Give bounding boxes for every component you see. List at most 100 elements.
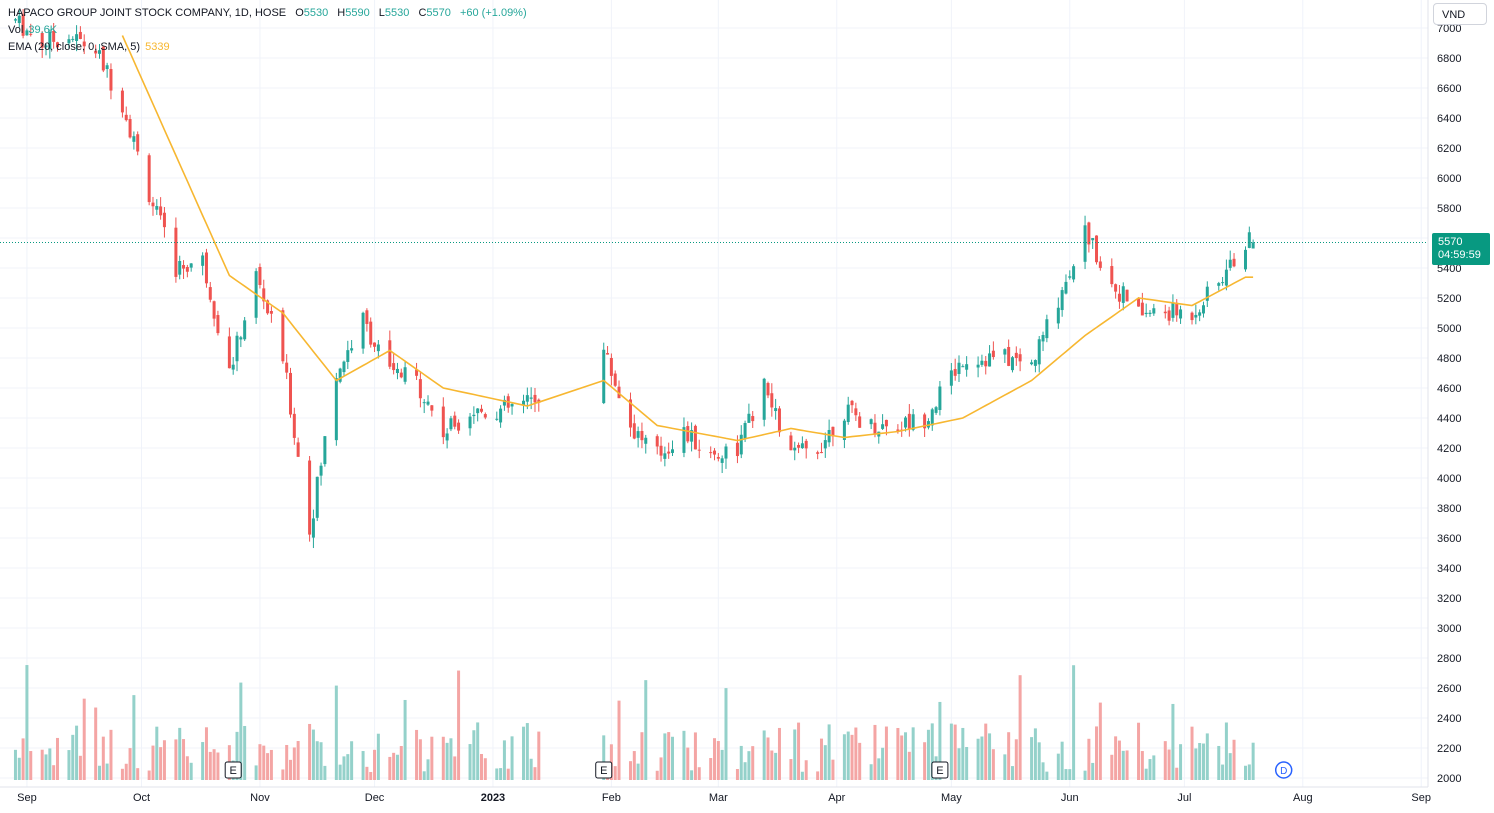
volume-bar: [537, 731, 541, 780]
candle-body: [105, 65, 109, 70]
candle-body: [1251, 242, 1255, 249]
volume-bar: [1091, 762, 1095, 780]
volume-bar: [13, 749, 17, 780]
candle-body: [415, 369, 419, 376]
candle-body: [453, 415, 457, 427]
candle-body: [644, 437, 648, 444]
candle-body: [1041, 334, 1045, 342]
candle-body: [1117, 293, 1121, 302]
volume-bar: [399, 746, 403, 780]
candle-body: [78, 31, 82, 39]
volume-bar: [1228, 753, 1232, 780]
volume-bar: [132, 695, 136, 780]
price-tick-label: 5400: [1437, 263, 1461, 275]
volume-bar: [457, 670, 461, 780]
volume-bar: [1179, 744, 1183, 780]
candle-body: [854, 408, 858, 416]
volume-bar: [468, 744, 472, 780]
volume-bar: [533, 767, 537, 780]
volume-bar: [296, 741, 300, 780]
volume-bar: [881, 747, 885, 780]
candle-body: [793, 447, 797, 451]
currency-button[interactable]: VND: [1433, 3, 1487, 25]
candle-body: [980, 360, 984, 365]
candle-body: [533, 394, 537, 403]
volume-bar: [201, 742, 205, 780]
volume-bar: [506, 768, 510, 780]
volume-bar: [823, 745, 827, 780]
volume-bar: [415, 729, 419, 780]
low-label: L: [378, 7, 385, 19]
candle-body: [881, 424, 885, 429]
volume-bar: [124, 763, 128, 780]
price-tick-label: 2800: [1437, 653, 1461, 665]
volume-bar: [178, 727, 182, 780]
volume-bar: [525, 723, 529, 780]
candle-body: [1033, 360, 1037, 366]
volume-bar: [1175, 767, 1179, 780]
price-tick-label: 6600: [1437, 83, 1461, 95]
candle-body: [1064, 281, 1068, 294]
volume-bar: [953, 724, 957, 780]
volume-bar: [101, 736, 105, 780]
price-tick-label: 3800: [1437, 503, 1461, 515]
volume-bar: [819, 738, 823, 780]
volume-bar: [418, 739, 422, 780]
volume-bar: [1247, 764, 1251, 780]
volume-bar: [1033, 728, 1037, 780]
volume-bar: [323, 765, 327, 780]
volume-bar: [308, 723, 312, 780]
candle-body: [109, 69, 113, 91]
volume-label: Vol: [8, 24, 24, 36]
volume-bar: [1125, 750, 1129, 780]
volume-bar: [235, 731, 239, 780]
volume-bar: [71, 734, 75, 780]
candle-body: [369, 321, 373, 345]
volume-bar: [1140, 751, 1144, 780]
candle-body: [40, 32, 44, 48]
candle-body: [957, 362, 961, 374]
candle-body: [984, 360, 988, 367]
candle-body: [816, 452, 820, 454]
volume-bar: [98, 765, 101, 780]
volume-bar: [667, 732, 671, 780]
volume-bar: [640, 732, 644, 780]
volume-bar: [1152, 755, 1156, 780]
candle-body: [376, 344, 380, 352]
volume-bar: [1205, 733, 1209, 780]
volume-bar: [613, 766, 617, 780]
candle-body: [162, 212, 166, 228]
price-tick-label: 3000: [1437, 623, 1461, 635]
time-tick-label: Feb: [602, 792, 621, 804]
volume-bar: [1171, 703, 1175, 780]
candle-body: [827, 429, 831, 443]
volume-bar: [289, 759, 292, 780]
volume-bar: [1198, 742, 1202, 780]
volume-bar: [1037, 742, 1041, 780]
volume-bar: [342, 756, 346, 780]
candle-body: [1087, 222, 1091, 245]
candle-body: [1148, 312, 1152, 314]
volume-bar: [430, 736, 434, 780]
time-tick-label: Dec: [365, 792, 385, 804]
candle-body: [907, 413, 911, 429]
volume-bar: [1121, 750, 1125, 780]
ema-value: 5339: [145, 41, 170, 53]
candle-body: [609, 357, 613, 376]
volume-bar: [445, 742, 449, 780]
candle-body: [174, 227, 178, 277]
volume-bar: [1030, 737, 1034, 780]
candle-body: [29, 33, 33, 35]
candle-body: [628, 399, 632, 428]
candle-body: [136, 134, 140, 152]
candle-body: [537, 399, 541, 403]
volume-bar: [900, 735, 904, 780]
volume-bar: [713, 738, 717, 780]
volume-bar: [1232, 739, 1236, 780]
candle-body: [819, 452, 823, 454]
volume-bar: [644, 680, 648, 780]
candle-body: [338, 368, 342, 382]
change-value: +60 (+1.09%): [459, 7, 527, 19]
price-tick-label: 6400: [1437, 113, 1461, 125]
